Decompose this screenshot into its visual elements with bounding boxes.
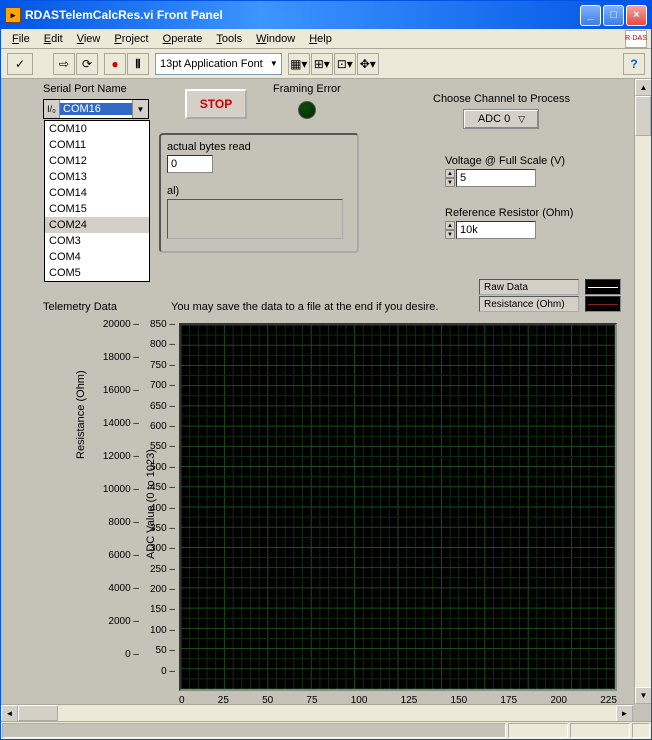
window-title: RDASTelemCalcRes.vi Front Panel [25, 8, 580, 22]
serial-option[interactable]: COM5 [45, 265, 149, 281]
voltage-down-button[interactable]: ▼ [445, 178, 455, 187]
serial-option[interactable]: COM10 [45, 121, 149, 137]
run-button[interactable]: ⇨ [53, 53, 75, 75]
menubar: File Edit View Project Operate Tools Win… [1, 29, 651, 49]
menu-help[interactable]: Help [302, 31, 339, 47]
refres-up-button[interactable]: ▲ [445, 221, 455, 230]
bytes-read-value: 0 [167, 155, 213, 173]
al-label: al) [167, 185, 351, 197]
front-panel: Serial Port Name I/₀ COM16 ▼ COM10COM11C… [1, 79, 651, 739]
toolbar: ✓ ⇨ ⟳ ● Ⅱ 13pt Application Font ▦▾ ⊞▾ ⊡▾… [1, 49, 651, 79]
maximize-button[interactable]: □ [603, 5, 624, 26]
serial-option[interactable]: COM14 [45, 185, 149, 201]
run-check-button[interactable]: ✓ [7, 53, 33, 75]
legend-raw-swatch [585, 279, 621, 295]
serial-option[interactable]: COM15 [45, 201, 149, 217]
distribute-button[interactable]: ⊞▾ [311, 53, 333, 75]
legend-res-swatch [585, 296, 621, 312]
vscroll-thumb[interactable] [635, 96, 651, 136]
menu-view[interactable]: View [70, 31, 108, 47]
y1-ticks: 20000 –18000 –16000 –14000 –12000 –10000… [93, 319, 139, 682]
ref-resistor-input[interactable]: 10k [456, 221, 536, 239]
menu-operate[interactable]: Operate [156, 31, 210, 47]
chart-legend: Raw Data Resistance (Ohm) [479, 279, 621, 313]
y2-ticks: 850 –800 –750 –700 –650 –600 –550 –500 –… [149, 319, 175, 686]
align-button[interactable]: ▦▾ [288, 53, 310, 75]
app-icon: ▸ [5, 7, 21, 23]
framing-error-led [298, 101, 316, 119]
chart-plot-area[interactable] [179, 323, 617, 691]
abort-button[interactable]: ● [104, 53, 126, 75]
y1-axis-title: Resistance (Ohm) [75, 370, 87, 459]
choose-channel-label: Choose Channel to Process [433, 93, 570, 105]
titlebar[interactable]: ▸ RDASTelemCalcRes.vi Front Panel _ □ × [1, 1, 651, 29]
horizontal-scrollbar[interactable]: ◄ ► [1, 704, 633, 721]
serial-option[interactable]: COM3 [45, 233, 149, 249]
app-window: ▸ RDASTelemCalcRes.vi Front Panel _ □ × … [0, 0, 652, 740]
legend-raw-label: Raw Data [479, 279, 579, 295]
combo-dropdown-button[interactable]: ▼ [132, 100, 148, 118]
menu-file[interactable]: File [5, 31, 37, 47]
menu-window[interactable]: Window [249, 31, 302, 47]
stop-button[interactable]: STOP [185, 89, 247, 119]
serial-option[interactable]: COM12 [45, 153, 149, 169]
resize-button[interactable]: ⊡▾ [334, 53, 356, 75]
statusbar [1, 721, 651, 739]
serial-port-combo[interactable]: I/₀ COM16 ▼ COM10COM11COM12COM13COM14COM… [43, 99, 149, 119]
scroll-right-button[interactable]: ► [616, 705, 633, 722]
font-selector[interactable]: 13pt Application Font [155, 53, 282, 75]
legend-res-label: Resistance (Ohm) [479, 296, 579, 312]
save-hint: You may save the data to a file at the e… [171, 301, 438, 313]
bytes-group: actual bytes read 0 al) [159, 133, 359, 253]
io-icon: I/₀ [44, 100, 60, 118]
reorder-button[interactable]: ✥▾ [357, 53, 379, 75]
ref-resistor-label: Reference Resistor (Ohm) [445, 207, 573, 219]
run-cont-button[interactable]: ⟳ [76, 53, 98, 75]
text-area[interactable] [167, 199, 343, 239]
channel-selector[interactable]: ADC 0 [463, 109, 539, 129]
serial-port-value: COM16 [60, 103, 132, 115]
telemetry-chart: Resistance (Ohm) ADC Value (0 to 1023) 2… [31, 319, 621, 739]
framing-error-label: Framing Error [273, 83, 341, 95]
scroll-left-button[interactable]: ◄ [1, 705, 18, 722]
rdas-indicator: R·DAS [625, 30, 647, 48]
voltage-up-button[interactable]: ▲ [445, 169, 455, 178]
close-button[interactable]: × [626, 5, 647, 26]
menu-tools[interactable]: Tools [209, 31, 249, 47]
serial-port-label: Serial Port Name [43, 83, 149, 95]
minimize-button[interactable]: _ [580, 5, 601, 26]
scroll-up-button[interactable]: ▲ [635, 79, 651, 96]
menu-project[interactable]: Project [107, 31, 155, 47]
serial-option[interactable]: COM24 [45, 217, 149, 233]
refres-down-button[interactable]: ▼ [445, 230, 455, 239]
serial-option[interactable]: COM4 [45, 249, 149, 265]
scroll-down-button[interactable]: ▼ [635, 687, 651, 704]
menu-edit[interactable]: Edit [37, 31, 70, 47]
serial-option[interactable]: COM13 [45, 169, 149, 185]
vertical-scrollbar[interactable]: ▲ ▼ [634, 79, 651, 704]
voltage-input[interactable]: 5 [456, 169, 536, 187]
hscroll-thumb[interactable] [18, 705, 58, 721]
serial-option[interactable]: COM11 [45, 137, 149, 153]
bytes-read-label: actual bytes read [167, 141, 351, 153]
voltage-label: Voltage @ Full Scale (V) [445, 155, 565, 167]
help-button[interactable]: ? [623, 53, 645, 75]
chart-grid [181, 325, 615, 689]
pause-button[interactable]: Ⅱ [127, 53, 149, 75]
telemetry-label: Telemetry Data [43, 301, 117, 313]
serial-port-dropdown: COM10COM11COM12COM13COM14COM15COM24COM3C… [44, 120, 150, 282]
